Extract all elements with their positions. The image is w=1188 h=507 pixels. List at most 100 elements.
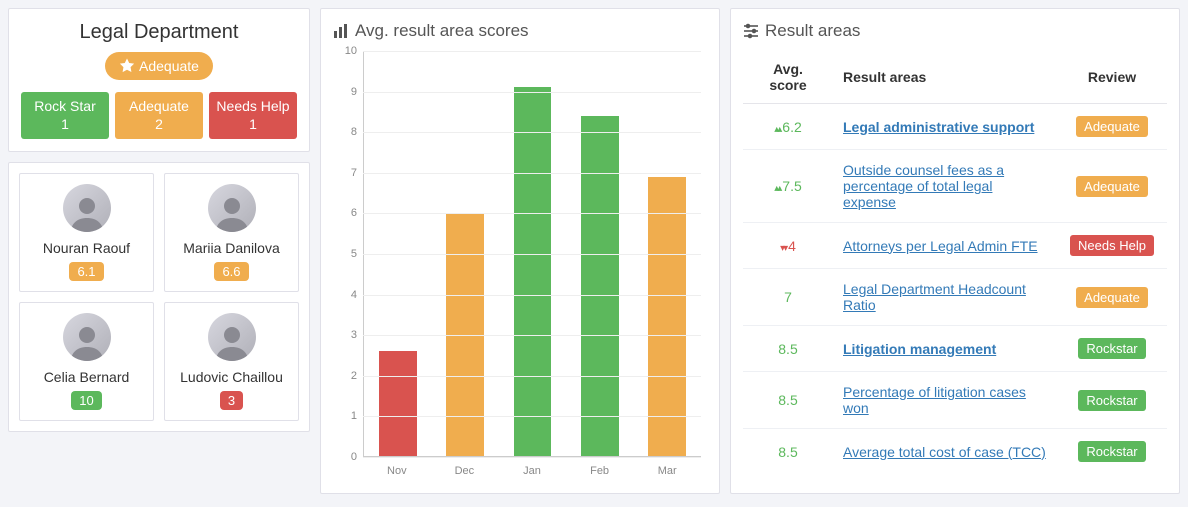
avatar [63,313,111,361]
status-box[interactable]: Rock Star 1 [21,92,109,139]
bar-chart-icon [333,23,349,39]
row-score: 8.5 [778,444,797,460]
table-row: 8.5Litigation managementRockstar [743,326,1167,372]
row-score: 8.5 [778,341,797,357]
row-score: 4 [788,238,796,254]
person-card[interactable]: Ludovic Chaillou 3 [164,302,299,421]
gridline [363,335,701,336]
department-card: Legal Department Adequate Rock Star 1 Adeq… [8,8,310,152]
chart-y-axis: 012345678910 [333,51,363,457]
person-score-badge: 6.1 [69,262,103,281]
review-badge: Rockstar [1078,441,1145,462]
gridline [363,132,701,133]
status-box[interactable]: Needs Help 1 [209,92,297,139]
result-area-link[interactable]: Legal administrative support [843,119,1034,135]
chart-title: Avg. result area scores [355,21,529,41]
person-name: Ludovic Chaillou [171,369,292,385]
status-summary-row: Rock Star 1 Adequate2 Needs Help 1 [21,92,297,139]
gridline [363,416,701,417]
x-tick-label: Jan [498,461,566,481]
person-card[interactable]: Celia Bernard 10 [19,302,154,421]
result-area-link[interactable]: Outside counsel fees as a percentage of … [843,162,1004,210]
people-panel: Nouran Raouf6.1Mariia Danilova6.6Celia B… [8,162,310,432]
chart-panel: Avg. result area scores 012345678910 Nov… [320,8,720,494]
y-tick-label: 0 [351,451,357,463]
chart-x-axis: NovDecJanFebMar [363,461,701,481]
y-tick-label: 1 [351,410,357,422]
row-score: 7 [784,289,792,305]
y-tick-label: 3 [351,329,357,341]
table-header-row: Avg. score Result areas Review [743,51,1167,104]
col-area: Result areas [833,51,1057,104]
x-tick-label: Dec [431,461,499,481]
row-score: 7.5 [782,178,801,194]
status-label: Needs Help [216,98,289,114]
department-status-label: Adequate [139,58,199,74]
review-badge: Adequate [1076,287,1148,308]
person-card[interactable]: Nouran Raouf 6.1 [19,173,154,292]
gridline [363,92,701,93]
gridline [363,51,701,52]
status-label: Adequate [129,98,189,114]
trend-up-icon: ▴▴ [774,124,780,135]
result-areas-panel: Result areas Avg. score Result areas Rev… [730,8,1180,494]
status-box[interactable]: Adequate2 [115,92,203,139]
department-status-pill: Adequate [105,52,213,80]
result-areas-tbody: ▴▴6.2 Legal administrative support Adequat… [743,104,1167,475]
person-name: Mariia Danilova [171,240,292,256]
y-tick-label: 9 [351,86,357,98]
y-tick-label: 7 [351,167,357,179]
result-area-link[interactable]: Percentage of litigation cases won [843,384,1026,416]
table-row: 8.5 Percentage of litigation cases won Roc… [743,372,1167,429]
gridline [363,295,701,296]
y-tick-label: 6 [351,207,357,219]
result-areas-table: Avg. score Result areas Review ▴▴6.2 Lega… [743,51,1167,474]
review-badge: Adequate [1076,176,1148,197]
x-tick-label: Mar [633,461,701,481]
review-badge: Needs Help [1070,235,1154,256]
result-area-link[interactable]: Legal Department Headcount Ratio [843,281,1026,313]
chart-bar[interactable] [514,87,552,456]
row-score: 6.2 [782,119,801,135]
table-row: 7 Legal Department Headcount Ratio Adequat… [743,269,1167,326]
y-tick-label: 5 [351,248,357,260]
gridline [363,173,701,174]
person-score-badge: 10 [71,391,101,410]
person-card[interactable]: Mariia Danilova6.6 [164,173,299,292]
chart-bar[interactable] [581,116,619,456]
avatar [63,184,111,232]
gridline [363,254,701,255]
col-score: Avg. score [743,51,833,104]
result-area-link[interactable]: Attorneys per Legal Admin FTE [843,238,1038,254]
x-tick-label: Feb [566,461,634,481]
chart-area: 012345678910 NovDecJanFebMar [333,51,707,481]
x-tick-label: Nov [363,461,431,481]
gridline [363,376,701,377]
status-count: 1 [213,116,293,134]
chart-bar[interactable] [648,177,686,456]
status-count: 1 [25,116,105,134]
person-name: Nouran Raouf [26,240,147,256]
result-area-link[interactable]: Average total cost of case (TCC) [843,444,1046,460]
review-badge: Rockstar [1078,390,1145,411]
review-badge: Adequate [1076,116,1148,137]
people-grid: Nouran Raouf6.1Mariia Danilova6.6Celia B… [19,173,299,421]
table-row: ▾▾4Attorneys per Legal Admin FTENeeds He… [743,223,1167,269]
status-label: Rock Star [34,98,95,114]
avatar [208,184,256,232]
table-row: ▴▴7.5Outside counsel fees as a percentag… [743,150,1167,223]
person-name: Celia Bernard [26,369,147,385]
gridline [363,213,701,214]
y-tick-label: 10 [345,45,357,57]
result-areas-title: Result areas [765,21,860,41]
chart-bar[interactable] [379,351,417,456]
sliders-icon [743,23,759,39]
department-title: Legal Department [21,21,297,44]
gridline [363,457,701,458]
result-area-link[interactable]: Litigation management [843,341,996,357]
person-score-badge: 3 [220,391,243,410]
y-tick-label: 4 [351,289,357,301]
table-row: ▴▴6.2 Legal administrative support Adequat… [743,104,1167,150]
row-score: 8.5 [778,392,797,408]
col-review: Review [1057,51,1167,104]
